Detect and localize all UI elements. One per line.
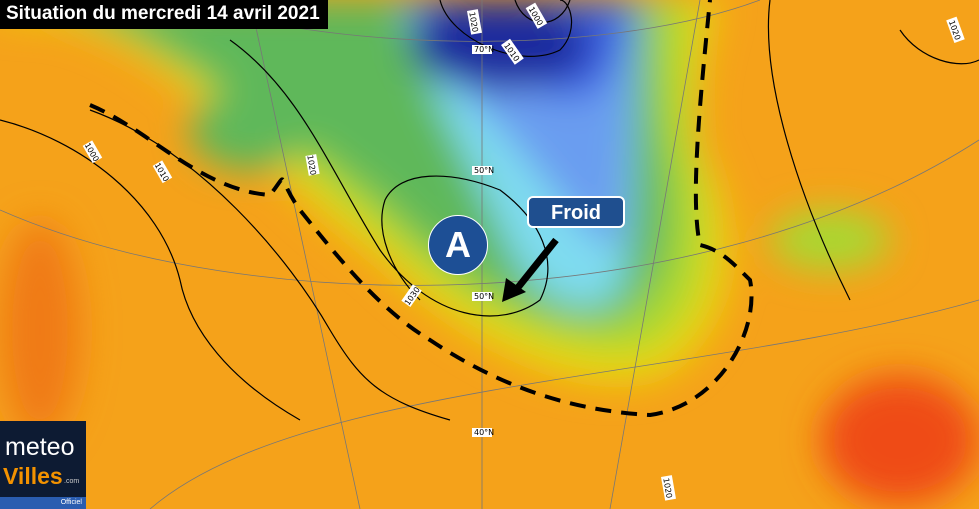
isobar-labels: 1000 1010 1020 1030 1020 1000 1010 1020 … (83, 2, 965, 501)
cold-arrow (502, 237, 559, 302)
high-pressure-marker: A (428, 215, 488, 275)
meteovilles-logo: meteo Villes .com Officiel (0, 421, 86, 509)
isobar-label: 1020 (467, 11, 479, 33)
cold-label: Froid (527, 196, 625, 228)
frontier-dashed-line (89, 0, 754, 418)
map-title: Situation du mercredi 14 avril 2021 (0, 0, 328, 29)
isobar-label: 1020 (305, 154, 317, 176)
logo-line1: meteo (5, 433, 75, 461)
latitude-labels: 70°N 50°N 50°N 40°N (472, 45, 494, 437)
latitude-label: 50°N (474, 166, 494, 175)
isobar-label: 1020 (661, 477, 673, 499)
logo-domain: .com (64, 478, 80, 485)
latitude-label: 70°N (474, 45, 494, 54)
latitude-label: 50°N (474, 292, 494, 301)
logo-badge: Officiel (0, 497, 86, 509)
latitude-label: 40°N (474, 428, 494, 437)
logo-line2: Villes (3, 463, 63, 489)
isobars (0, 0, 979, 421)
